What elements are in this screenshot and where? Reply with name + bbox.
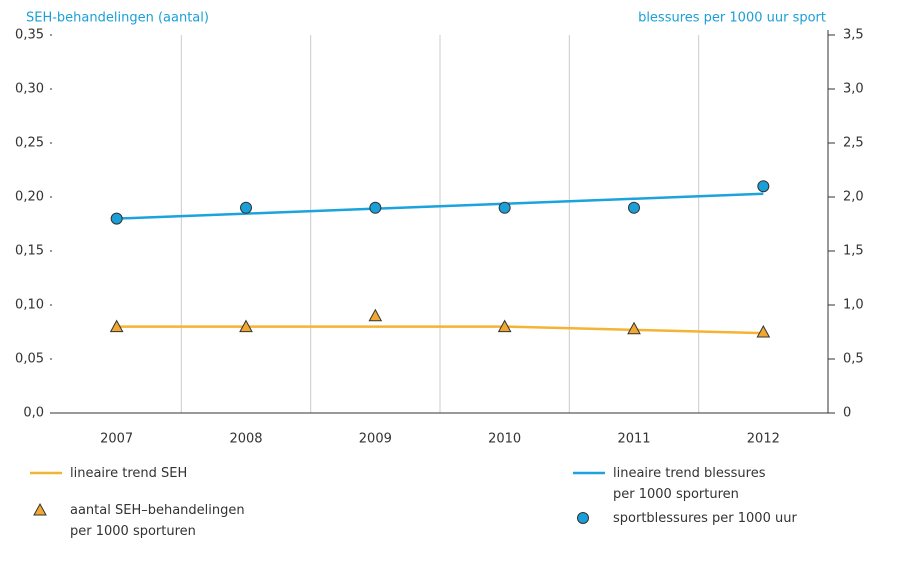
legend-label: lineaire trend blessures per 1000 sportur… [613, 466, 766, 502]
y-tick-label: 0,15 [15, 244, 44, 259]
legend-label: sportblessures per 1000 uur [613, 511, 797, 526]
circle-marker [628, 201, 640, 214]
y-tick-label: 0,25 [15, 136, 44, 151]
y-tick-label: 0,20 [15, 190, 44, 205]
legend-triangle [33, 502, 47, 516]
legend-label: lineaire trend SEH [70, 466, 187, 481]
circle-marker [498, 201, 511, 214]
y-tick-label: 0,10 [15, 298, 44, 313]
y2-tick-label: 2,0 [843, 190, 864, 205]
y2-axis-title: blessures per 1000 uur sport [638, 11, 826, 26]
legend-label: aantal SEH–behandelingen per 1000 sportur… [70, 503, 245, 539]
y-tick-label: 0,30 [15, 82, 44, 97]
y2-tick-label: 1,5 [843, 244, 864, 259]
triangle-marker [497, 319, 512, 333]
legend-circle [577, 512, 589, 524]
circle-marker [240, 201, 252, 214]
triangle-marker [368, 308, 383, 322]
triangle-marker [756, 324, 771, 338]
triangle-marker [239, 319, 253, 333]
y-tick-label: 0,0 [23, 406, 44, 421]
legend-label-line: per 1000 sporturen [613, 487, 739, 502]
y2-tick-label: 0,5 [843, 352, 864, 367]
triangle-marker [109, 319, 124, 333]
y-tick-label: 0,05 [15, 352, 44, 367]
legend-label-line: lineaire trend SEH [70, 466, 187, 481]
legend-label-line: aantal SEH–behandelingen [70, 503, 245, 518]
x-tick-label: 2011 [617, 432, 650, 447]
x-tick-label: 2012 [747, 432, 780, 447]
trend-line [116, 325, 764, 335]
y-axis-title: SEH-behandelingen (aantal) [26, 11, 209, 26]
triangle-marker [627, 321, 641, 335]
x-tick-label: 2009 [359, 432, 392, 447]
circle-marker [369, 201, 382, 214]
circle-marker [757, 180, 770, 193]
legend-label-line: lineaire trend blessures [613, 466, 766, 481]
y-tick-label: 0,35 [15, 28, 44, 43]
x-tick-label: 2008 [229, 432, 262, 447]
legend-label-line: per 1000 sporturen [70, 524, 196, 539]
y2-tick-label: 3,0 [843, 82, 864, 97]
x-tick-label: 2010 [488, 432, 521, 447]
y2-tick-label: 0 [843, 406, 851, 421]
y2-tick-label: 1,0 [843, 298, 864, 313]
x-tick-label: 2007 [100, 432, 133, 447]
y2-tick-label: 2,5 [843, 136, 864, 151]
y2-tick-label: 3,5 [843, 28, 864, 43]
trend-line [116, 192, 764, 220]
circle-marker [110, 212, 123, 225]
legend-label-line: sportblessures per 1000 uur [613, 511, 797, 526]
